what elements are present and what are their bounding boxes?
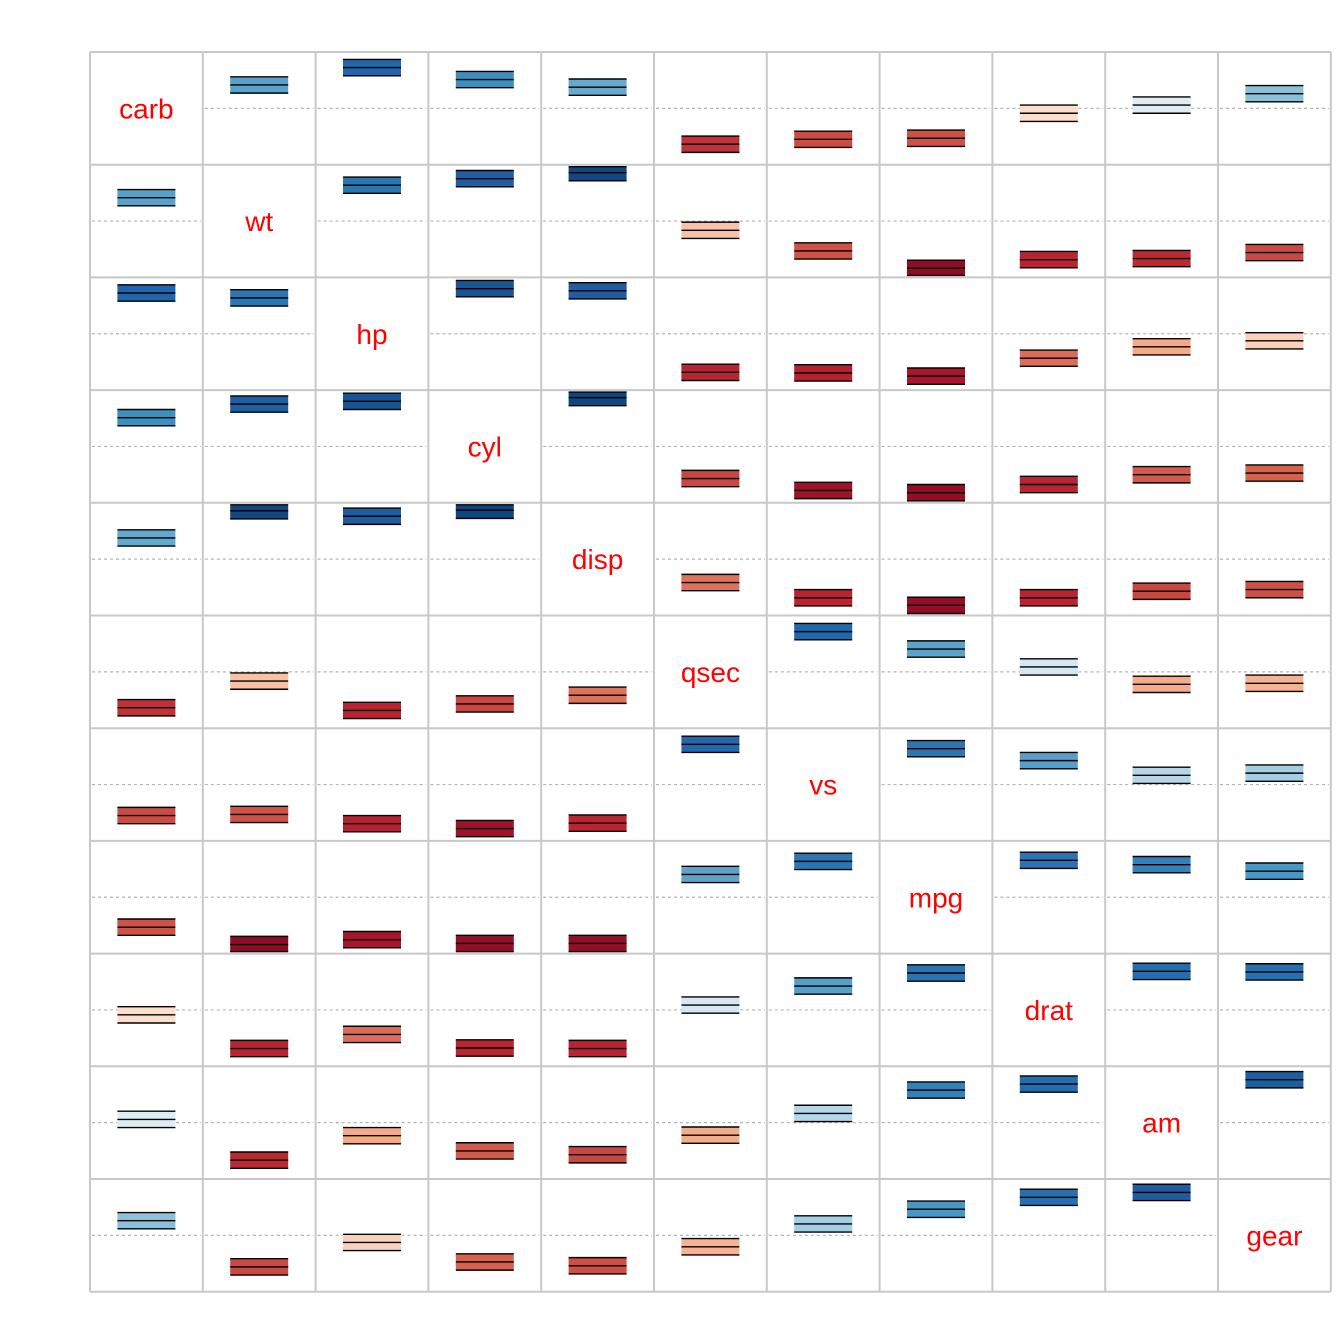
variable-label-gear: gear — [1246, 1220, 1302, 1251]
confidence-band — [568, 166, 627, 181]
variable-label-disp: disp — [572, 544, 623, 575]
variable-label-hp: hp — [356, 319, 387, 350]
confidence-band — [230, 504, 289, 519]
variable-label-drat: drat — [1025, 995, 1073, 1026]
variable-label-cyl: cyl — [468, 431, 502, 462]
confidence-band — [568, 392, 627, 406]
variable-label-carb: carb — [119, 93, 173, 124]
variable-label-wt: wt — [244, 206, 273, 237]
variable-label-am: am — [1142, 1108, 1181, 1139]
variable-label-qsec: qsec — [681, 657, 740, 688]
confidence-band — [455, 504, 514, 519]
variable-label-vs: vs — [809, 770, 837, 801]
variable-label-mpg: mpg — [909, 882, 963, 913]
